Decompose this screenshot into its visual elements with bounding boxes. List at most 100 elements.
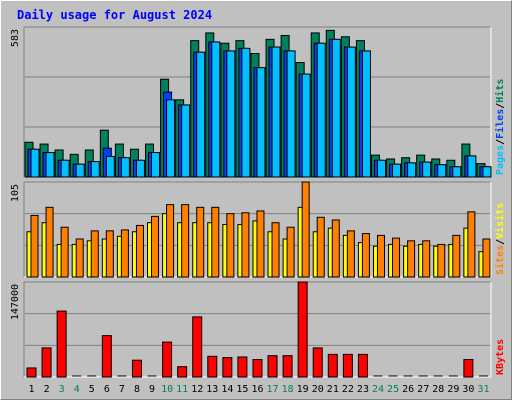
day-label-24: 24	[372, 384, 384, 395]
kbytes-bar-3	[56, 310, 67, 378]
pages-bar-2	[45, 152, 55, 178]
sites-bar-10	[166, 204, 175, 278]
pages-bar-3	[60, 159, 70, 178]
day-label-21: 21	[327, 384, 339, 395]
pages-bar-17	[271, 46, 281, 178]
day-label-6: 6	[104, 384, 110, 395]
chart-title: Daily usage for August 2024	[17, 8, 212, 22]
pages-bar-15	[241, 47, 251, 178]
pages-bar-31	[482, 166, 492, 178]
sites-bar-11	[181, 204, 190, 278]
pages-bar-5	[90, 161, 100, 178]
sites-bar-20	[316, 216, 325, 278]
sites-bar-9	[151, 215, 160, 278]
day-label-11: 11	[176, 384, 188, 395]
sites-bar-29	[452, 234, 461, 278]
sites-bar-2	[45, 206, 54, 278]
pages-bar-19	[301, 73, 311, 178]
pages-bar-8	[135, 159, 145, 178]
day-label-23: 23	[357, 384, 369, 395]
pages-bar-9	[151, 152, 161, 178]
day-label-3: 3	[59, 384, 65, 395]
day-label-29: 29	[447, 384, 459, 395]
pages-bar-11	[181, 104, 191, 178]
day-label-18: 18	[282, 384, 294, 395]
kbytes-bar-6	[101, 335, 112, 378]
sites-bar-15	[241, 212, 250, 278]
kbytes-ymax-label: 147000	[10, 284, 21, 320]
day-label-8: 8	[134, 384, 140, 395]
kbytes-bar-22	[342, 353, 353, 378]
kbytes-bar-17	[267, 355, 278, 378]
kbytes-bar-12	[192, 316, 203, 378]
day-label-20: 20	[312, 384, 324, 395]
pages-bar-4	[75, 163, 85, 178]
sites-bar-22	[346, 230, 355, 278]
kbytes-bar-10	[162, 341, 173, 378]
day-label-1: 1	[29, 384, 35, 395]
pages-bar-20	[316, 42, 326, 178]
pages-bar-7	[120, 157, 130, 178]
pages-bar-21	[331, 38, 341, 178]
day-label-25: 25	[387, 384, 399, 395]
sites-bar-14	[226, 213, 235, 278]
day-label-7: 7	[119, 384, 125, 395]
pages-bar-6	[105, 155, 115, 178]
pages-bar-29	[452, 166, 462, 178]
sites-bar-17	[271, 222, 280, 278]
sites-bar-13	[211, 206, 220, 278]
sites-bar-7	[120, 229, 129, 278]
day-label-10: 10	[161, 384, 173, 395]
day-label-16: 16	[251, 384, 263, 395]
kbytes-bar-15	[237, 356, 248, 378]
day-label-30: 30	[462, 384, 474, 395]
visits-ymax-label: 105	[10, 184, 21, 202]
sites-bar-30	[467, 211, 476, 278]
sites-bar-5	[90, 230, 99, 278]
kbytes-bar-19	[297, 281, 308, 378]
pages-bar-23	[361, 50, 371, 178]
pages-bar-28	[437, 164, 447, 178]
sites-bar-25	[392, 237, 401, 278]
pages-bar-16	[256, 67, 266, 178]
pages-bar-27	[422, 161, 432, 178]
day-label-12: 12	[191, 384, 203, 395]
sites-bar-19	[301, 181, 310, 278]
day-label-13: 13	[206, 384, 218, 395]
day-label-26: 26	[402, 384, 414, 395]
hits-ymax-label: 583	[10, 29, 21, 47]
day-label-28: 28	[432, 384, 444, 395]
day-label-22: 22	[342, 384, 354, 395]
kbytes-bar-21	[327, 353, 338, 378]
kbytes-bar-16	[252, 359, 263, 378]
sites-bar-27	[422, 240, 431, 278]
day-label-15: 15	[236, 384, 248, 395]
pages-bar-12	[196, 51, 206, 178]
sites-bar-4	[75, 238, 84, 278]
kbytes-bar-13	[207, 355, 218, 378]
day-label-5: 5	[89, 384, 95, 395]
sites-bar-12	[196, 206, 205, 278]
day-label-4: 4	[74, 384, 80, 395]
sites-bar-26	[407, 240, 416, 278]
day-label-14: 14	[221, 384, 233, 395]
kbytes-legend: KBytes	[495, 339, 506, 375]
sites-bar-28	[437, 243, 446, 278]
kbytes-bar-11	[177, 366, 188, 378]
pages-bar-25	[392, 163, 402, 178]
pages-bar-30	[467, 155, 477, 178]
day-label-19: 19	[297, 384, 309, 395]
kbytes-bar-23	[357, 353, 368, 378]
day-label-17: 17	[267, 384, 279, 395]
day-label-2: 2	[44, 384, 50, 395]
day-label-9: 9	[149, 384, 155, 395]
pages-bar-18	[286, 50, 296, 178]
sites-bar-1	[30, 214, 39, 278]
sites-bar-6	[105, 230, 114, 278]
sites-bar-31	[482, 238, 491, 278]
kbytes-bar-1	[26, 367, 37, 378]
pages-bar-1	[30, 148, 40, 178]
pages-bar-13	[211, 41, 221, 178]
sites-bar-3	[60, 226, 69, 278]
